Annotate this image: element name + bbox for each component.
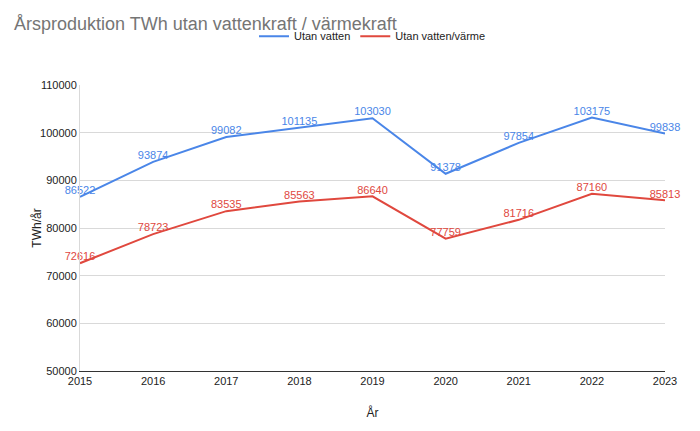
svg-text:99838: 99838 xyxy=(650,121,681,133)
svg-text:Utan vatten: Utan vatten xyxy=(294,30,350,42)
svg-text:2015: 2015 xyxy=(68,375,92,387)
svg-text:85813: 85813 xyxy=(650,188,681,200)
svg-text:99082: 99082 xyxy=(211,124,242,136)
svg-text:2022: 2022 xyxy=(580,375,604,387)
svg-text:TWh/år: TWh/år xyxy=(30,208,44,247)
svg-text:Årsproduktion TWh utan vattenk: Årsproduktion TWh utan vattenkraft / vär… xyxy=(14,14,397,34)
svg-text:101135: 101135 xyxy=(281,115,317,127)
svg-text:77759: 77759 xyxy=(430,226,461,238)
svg-text:72616: 72616 xyxy=(65,250,96,262)
svg-text:2019: 2019 xyxy=(360,375,384,387)
svg-text:2021: 2021 xyxy=(507,375,531,387)
svg-text:90000: 90000 xyxy=(46,174,77,186)
svg-text:86640: 86640 xyxy=(357,184,388,196)
svg-text:60000: 60000 xyxy=(46,317,77,329)
svg-text:2023: 2023 xyxy=(653,375,677,387)
svg-text:110000: 110000 xyxy=(41,79,77,91)
svg-text:2016: 2016 xyxy=(141,375,165,387)
svg-text:85563: 85563 xyxy=(284,189,315,201)
svg-text:År: År xyxy=(367,405,379,420)
svg-text:80000: 80000 xyxy=(46,222,77,234)
svg-text:86522: 86522 xyxy=(65,184,96,196)
svg-text:93874: 93874 xyxy=(138,149,169,161)
svg-text:2020: 2020 xyxy=(433,375,457,387)
svg-text:83535: 83535 xyxy=(211,198,242,210)
svg-text:100000: 100000 xyxy=(40,127,77,139)
svg-text:91378: 91378 xyxy=(430,161,461,173)
svg-text:Utan vatten/värme: Utan vatten/värme xyxy=(395,30,485,42)
svg-text:70000: 70000 xyxy=(46,270,77,282)
svg-text:81716: 81716 xyxy=(503,207,534,219)
svg-text:87160: 87160 xyxy=(577,181,608,193)
svg-text:103175: 103175 xyxy=(574,105,611,117)
svg-text:2017: 2017 xyxy=(214,375,238,387)
svg-text:97854: 97854 xyxy=(503,130,534,142)
svg-text:50000: 50000 xyxy=(46,365,77,377)
svg-text:103030: 103030 xyxy=(354,105,391,117)
svg-text:78723: 78723 xyxy=(138,221,169,233)
svg-text:2018: 2018 xyxy=(287,375,311,387)
